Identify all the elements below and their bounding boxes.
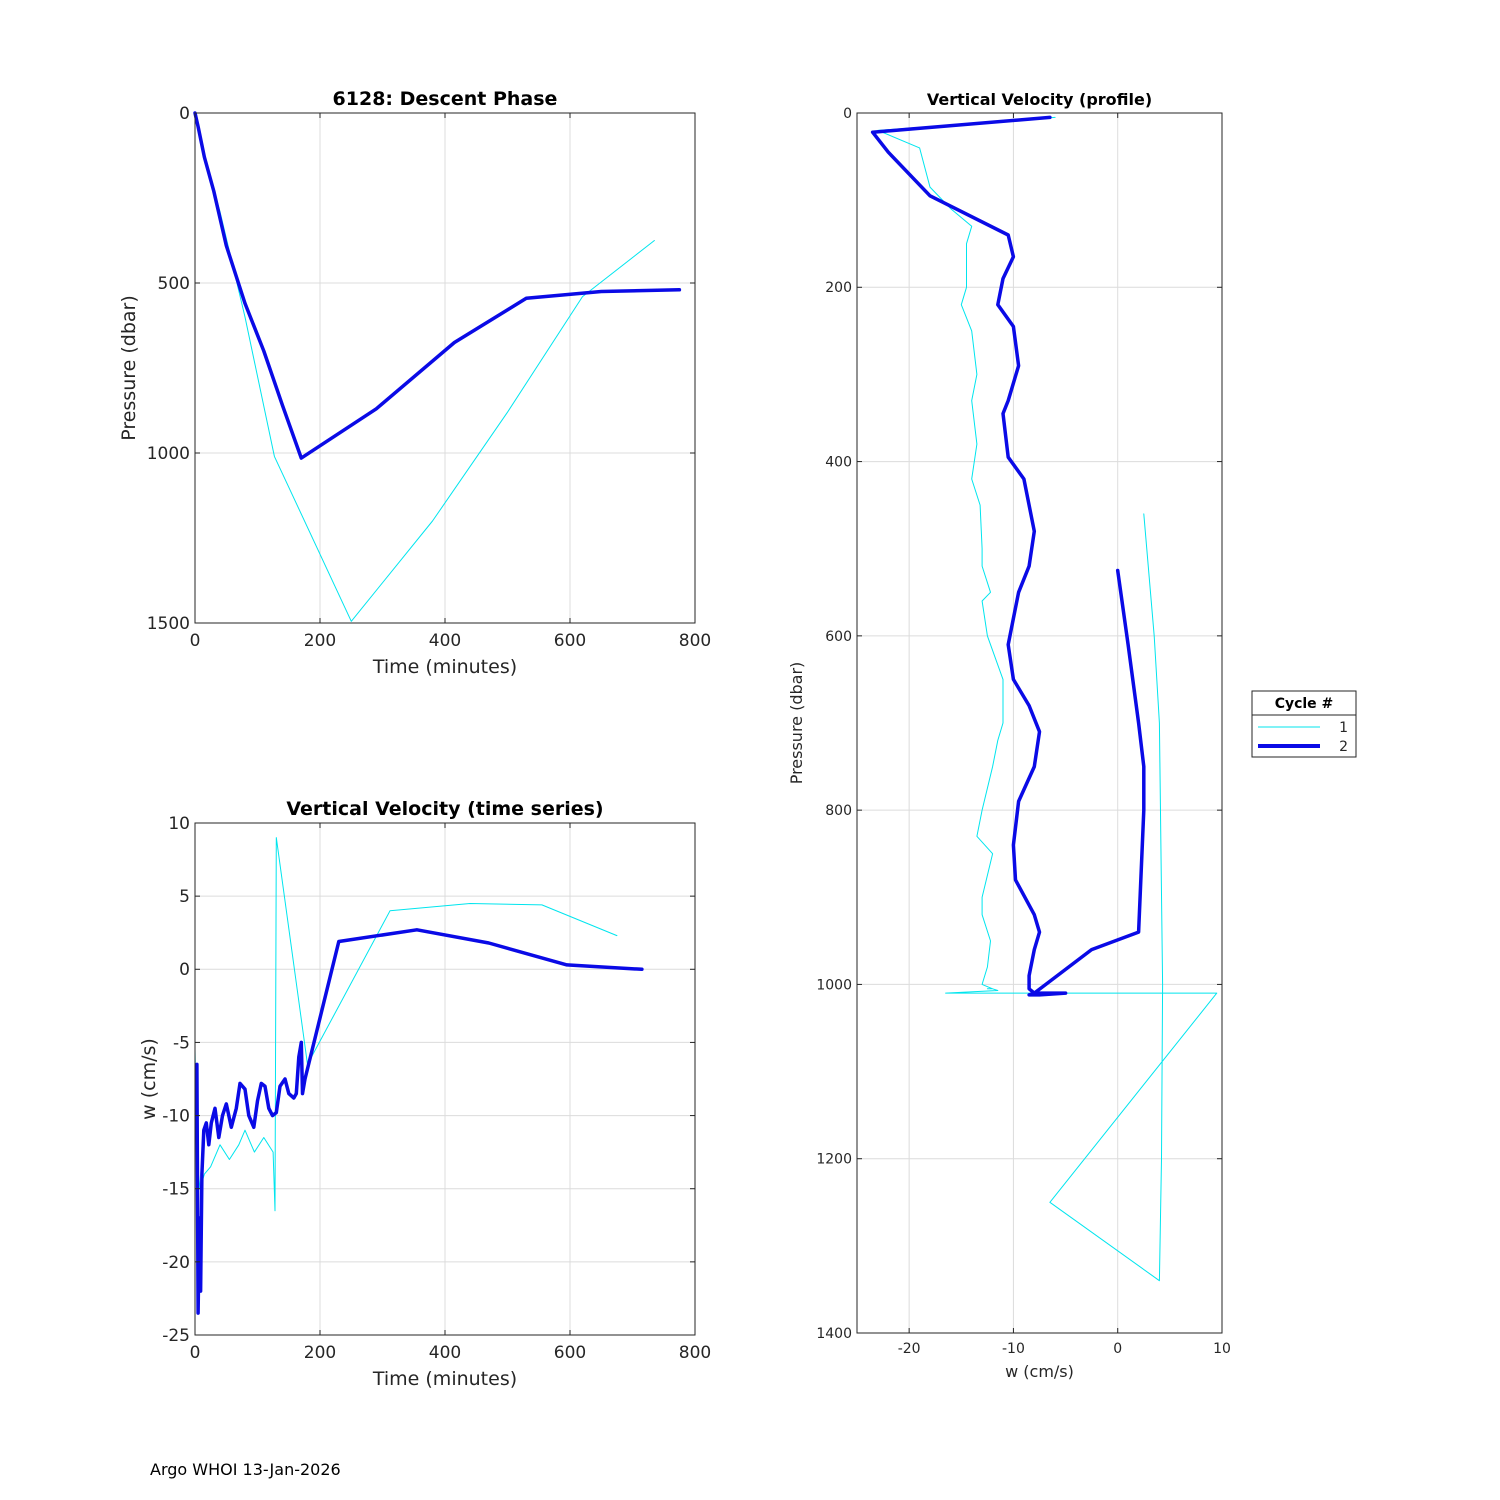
y-tick-label: 800 [825, 803, 852, 819]
series-line-cycle-1 [877, 116, 1218, 1282]
series-line-cycle-2 [193, 111, 682, 460]
chart-title: Vertical Velocity (profile) [927, 90, 1152, 109]
y-tick-label: 0 [179, 960, 190, 980]
y-tick-label: -25 [162, 1326, 190, 1346]
y-tick-label: 400 [825, 454, 852, 470]
vertical-velocity-time-chart: 0 200 400 600 800 -25 -20 -15 -10 -5 0 5 10 Vertical … [138, 798, 711, 1390]
legend-title: Cycle # [1275, 696, 1334, 712]
series-line-cycle-1 [194, 837, 618, 1212]
x-tick-label: 600 [554, 631, 586, 651]
series-line-cycle-2 [870, 115, 1146, 997]
y-tick-label: 500 [158, 274, 190, 294]
y-axis-label: w (cm/s) [138, 1038, 160, 1120]
y-tick-label: 10 [168, 814, 190, 834]
y-tick-label: 200 [825, 280, 852, 296]
y-tick-label: 0 [843, 106, 852, 122]
x-tick-label: 200 [304, 1343, 336, 1363]
x-tick-label: -10 [1002, 1341, 1025, 1357]
y-axis-label: Pressure (dbar) [118, 295, 140, 441]
y-tick-label: 5 [179, 887, 190, 907]
x-tick-label: 0 [190, 631, 201, 651]
axes-box [856, 112, 1223, 1334]
x-axis-label: Time (minutes) [372, 656, 517, 678]
x-tick-label: -20 [898, 1341, 921, 1357]
y-tick-label: -5 [173, 1033, 190, 1053]
vertical-velocity-profile-chart: -20 -10 0 100200400600800100012001400Vertic… [787, 90, 1231, 1381]
x-tick-label: 200 [304, 631, 336, 651]
x-tick-label: 800 [679, 631, 711, 651]
legend-label-cycle-2: 2 [1339, 739, 1348, 755]
y-tick-label: 1200 [816, 1152, 852, 1168]
descent-phase-chart: 0 200 400 600 800 0 500 1000 1500 6128: Descent P… [118, 88, 711, 678]
y-axis-label: Pressure (dbar) [787, 662, 806, 785]
x-axis-label: w (cm/s) [1005, 1362, 1074, 1381]
x-tick-label: 600 [554, 1343, 586, 1363]
x-tick-label: 0 [190, 1343, 201, 1363]
plot-area [857, 113, 1222, 1333]
y-tick-label: 1000 [816, 977, 852, 993]
y-tick-label: -10 [162, 1107, 190, 1127]
y-tick-label: 600 [825, 629, 852, 645]
cycle-legend: Cycle # 1 2 [1251, 690, 1357, 758]
x-tick-label: 0 [1113, 1341, 1122, 1357]
y-tick-label: -20 [162, 1253, 190, 1273]
x-tick-label: 10 [1213, 1341, 1231, 1357]
x-tick-label: 800 [679, 1343, 711, 1363]
y-tick-label: 1000 [147, 444, 190, 464]
y-tick-label: 0 [179, 104, 190, 124]
x-tick-label: 400 [429, 631, 461, 651]
y-tick-label: 1400 [816, 1326, 852, 1342]
chart-title: 6128: Descent Phase [333, 88, 558, 110]
footer-credit: Argo WHOI 13-Jan-2026 [150, 1460, 341, 1479]
x-tick-label: 400 [429, 1343, 461, 1363]
y-tick-label: -15 [162, 1180, 190, 1200]
x-axis-label: Time (minutes) [372, 1368, 517, 1390]
legend-label-cycle-1: 1 [1339, 720, 1348, 736]
series-line-cycle-2 [195, 928, 644, 1315]
chart-title: Vertical Velocity (time series) [286, 798, 603, 820]
y-tick-label: 1500 [147, 614, 190, 634]
